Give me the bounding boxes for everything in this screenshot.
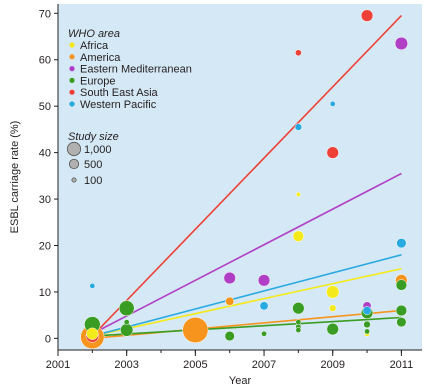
trend-line-western-pacific xyxy=(92,254,402,337)
data-point-western-pacific xyxy=(294,123,303,131)
data-point-europe xyxy=(292,302,305,315)
data-point-europe xyxy=(396,317,407,328)
data-point-western-pacific xyxy=(329,100,336,107)
legend-marker-america xyxy=(69,54,75,60)
data-point-south-east-asia xyxy=(326,146,339,159)
y-tick-label: 30 xyxy=(39,194,51,206)
data-point-africa xyxy=(329,304,337,312)
data-point-europe xyxy=(363,320,371,329)
legend-size-label: 500 xyxy=(84,159,102,171)
legend-label-africa: Africa xyxy=(80,40,109,52)
legend-size-marker xyxy=(66,141,82,157)
data-point-europe xyxy=(326,322,339,336)
x-tick-label: 2003 xyxy=(114,359,138,371)
legend-marker-europe xyxy=(69,77,75,83)
legend-label-europe: Europe xyxy=(80,75,115,87)
data-point-europe xyxy=(224,331,235,342)
data-point-western-pacific xyxy=(362,306,372,315)
data-point-europe xyxy=(395,304,408,317)
data-point-europe xyxy=(118,300,135,317)
x-tick-label: 2001 xyxy=(46,359,70,371)
legend-label-america: America xyxy=(80,52,121,64)
legend-title: WHO area xyxy=(68,28,120,40)
data-point-america xyxy=(225,296,235,306)
trend-line-africa xyxy=(92,267,402,337)
x-tick-label: 2007 xyxy=(252,359,276,371)
legend-marker-africa xyxy=(69,42,75,48)
y-axis-title: ESBL carriage rate (%) xyxy=(9,121,21,234)
x-axis-title: Year xyxy=(229,375,252,387)
legend-marker-western-pacific xyxy=(69,101,75,107)
data-point-western-pacific xyxy=(89,283,96,289)
trend-line-europe xyxy=(92,316,402,337)
data-point-africa xyxy=(86,327,99,340)
y-tick-label: 0 xyxy=(45,333,51,345)
x-tick-label: 2011 xyxy=(390,359,414,371)
legend-size-label: 1,000 xyxy=(84,144,112,156)
legend-label-eastern-mediterranean: Eastern Mediterranean xyxy=(80,64,192,76)
legend-size-marker xyxy=(71,177,77,183)
trend-line-eastern-mediterranean xyxy=(91,172,402,335)
data-point-europe xyxy=(120,323,134,337)
data-point-europe xyxy=(395,279,408,291)
data-point-europe xyxy=(123,319,130,326)
legend-label-south-east-asia: South East Asia xyxy=(80,87,159,99)
x-tick-label: 2005 xyxy=(183,359,207,371)
legend-size-title: Study size xyxy=(68,131,119,143)
data-point-eastern-mediterranean xyxy=(394,36,409,51)
legend-size-marker xyxy=(68,158,80,170)
y-tick-label: 70 xyxy=(39,8,51,20)
data-point-america xyxy=(182,317,209,344)
plot-background xyxy=(58,4,422,350)
data-point-south-east-asia xyxy=(295,49,302,57)
legend-marker-eastern-mediterranean xyxy=(69,66,75,72)
x-tick-label: 2009 xyxy=(320,359,344,371)
data-point-western-pacific xyxy=(396,238,407,249)
y-tick-label: 20 xyxy=(39,241,51,253)
y-tick-label: 60 xyxy=(39,55,51,67)
data-point-europe xyxy=(364,328,370,335)
legend-marker-south-east-asia xyxy=(69,89,75,95)
data-point-africa xyxy=(295,191,301,197)
trend-line-south-east-asia xyxy=(91,15,402,337)
y-tick-label: 40 xyxy=(39,148,51,160)
legend-size-label: 100 xyxy=(84,175,102,187)
data-point-europe xyxy=(261,330,267,337)
data-point-europe xyxy=(295,327,302,333)
data-point-eastern-mediterranean xyxy=(223,271,236,285)
legend-label-western-pacific: Western Pacific xyxy=(80,99,157,111)
y-tick-label: 50 xyxy=(39,101,51,113)
data-point-western-pacific xyxy=(259,301,269,311)
data-point-eastern-mediterranean xyxy=(257,274,271,287)
data-point-africa xyxy=(326,285,340,299)
data-point-africa xyxy=(292,230,305,242)
y-tick-label: 10 xyxy=(39,287,51,299)
data-point-south-east-asia xyxy=(360,9,374,22)
